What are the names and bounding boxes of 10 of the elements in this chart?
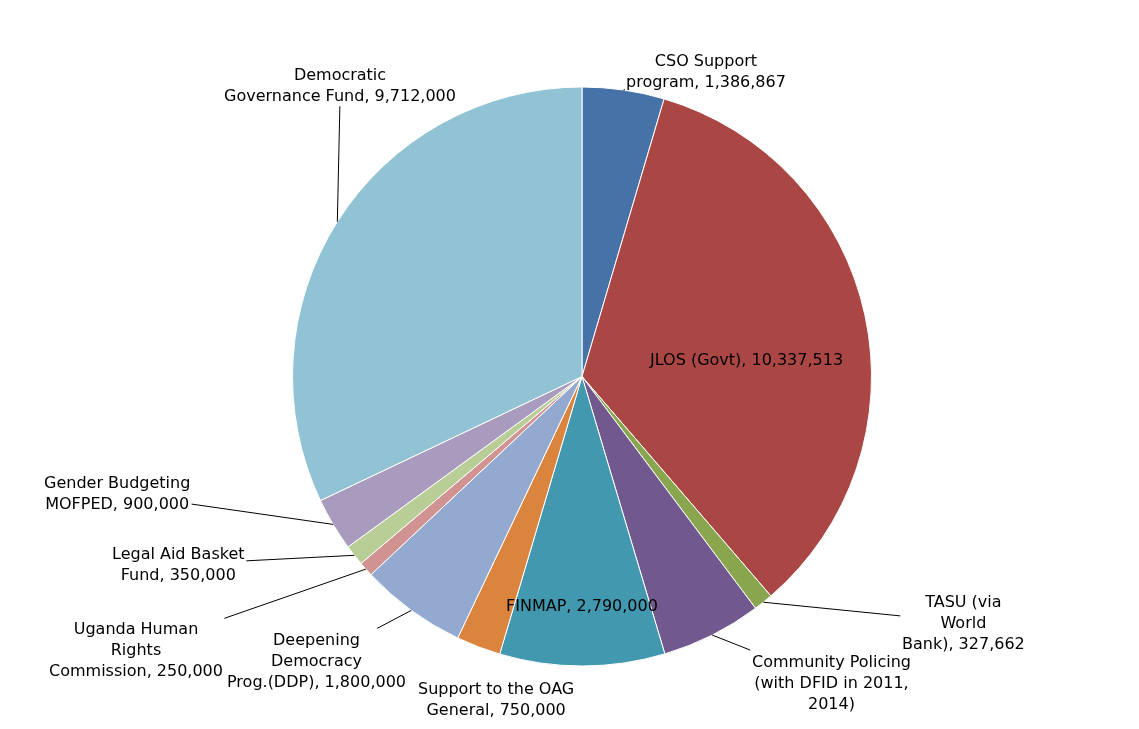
slice-label: TASU (via World Bank), 327,662 bbox=[902, 592, 1025, 653]
slice-label: CSO Support program, 1,386,867 bbox=[626, 51, 786, 91]
slice-label: Deepening Democracy Prog.(DDP), 1,800,000 bbox=[227, 630, 406, 691]
slice-label: Gender Budgeting MOFPED, 900,000 bbox=[44, 473, 191, 513]
slice-label: Uganda Human Rights Commission, 250,000 bbox=[49, 619, 223, 680]
slice-label: Community Policing (with DFID in 2011, 2014) bbox=[752, 652, 911, 713]
slice-label: Support to the OAG General, 750,000 bbox=[418, 679, 575, 719]
slice-label: Legal Aid Basket Fund, 350,000 bbox=[112, 544, 245, 584]
slice-label: Democratic Governance Fund, 9,712,000 bbox=[224, 65, 456, 105]
slice-label: JLOS (Govt), 10,337,513 bbox=[649, 350, 844, 369]
